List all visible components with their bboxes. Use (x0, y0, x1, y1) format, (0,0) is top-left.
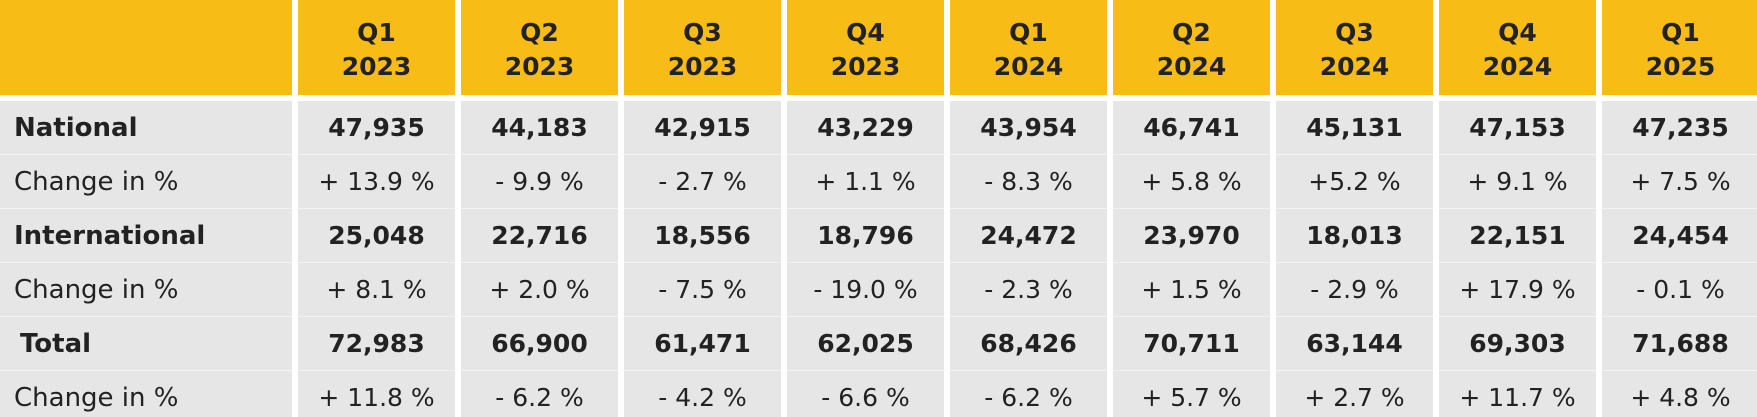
row-label: National (0, 101, 292, 155)
table-cell: + 13.9 % (298, 155, 455, 209)
table-cell: 45,131 (1276, 101, 1433, 155)
table-cell: 69,303 (1439, 317, 1596, 371)
table-cell: 23,970 (1113, 209, 1270, 263)
row-label: International (0, 209, 292, 263)
column-header: Q1 2024 (950, 0, 1107, 101)
table-cell: + 7.5 % (1602, 155, 1757, 209)
column-header: Q3 2024 (1276, 0, 1433, 101)
column-header: Q4 2024 (1439, 0, 1596, 101)
row-label: Change in % (0, 371, 292, 417)
table-row-international-change: Change in % + 8.1 % + 2.0 % - 7.5 % - 19… (0, 263, 1757, 317)
table-cell: + 17.9 % (1439, 263, 1596, 317)
column-header: Q2 2024 (1113, 0, 1270, 101)
table-cell: 18,796 (787, 209, 944, 263)
table-cell: + 5.8 % (1113, 155, 1270, 209)
table-cell: + 11.8 % (298, 371, 455, 417)
column-header-year: 2023 (504, 51, 575, 81)
column-header-quarter: Q4 (1498, 17, 1537, 47)
table-cell: + 2.7 % (1276, 371, 1433, 417)
table-cell: 42,915 (624, 101, 781, 155)
table-cell: - 2.7 % (624, 155, 781, 209)
column-header-quarter: Q2 (1172, 17, 1211, 47)
column-header-quarter: Q4 (846, 17, 885, 47)
table-header-corner (0, 0, 292, 101)
table-cell: 22,151 (1439, 209, 1596, 263)
column-header: Q4 2023 (787, 0, 944, 101)
table-cell: - 19.0 % (787, 263, 944, 317)
table-cell: 61,471 (624, 317, 781, 371)
column-header-year: 2023 (667, 51, 738, 81)
table-cell: + 5.7 % (1113, 371, 1270, 417)
table-cell: 25,048 (298, 209, 455, 263)
table-cell: 62,025 (787, 317, 944, 371)
column-header: Q1 2025 (1602, 0, 1757, 101)
row-label: Total (0, 317, 292, 371)
column-header-quarter: Q2 (520, 17, 559, 47)
column-header-year: 2024 (1156, 51, 1227, 81)
table-cell: 43,229 (787, 101, 944, 155)
table-row-national-change: Change in % + 13.9 % - 9.9 % - 2.7 % + 1… (0, 155, 1757, 209)
table-cell: + 9.1 % (1439, 155, 1596, 209)
table-cell: + 4.8 % (1602, 371, 1757, 417)
table-cell: +5.2 % (1276, 155, 1433, 209)
table-row-total-change: Change in % + 11.8 % - 6.2 % - 4.2 % - 6… (0, 371, 1757, 417)
table-cell: 24,454 (1602, 209, 1757, 263)
column-header-quarter: Q1 (1009, 17, 1048, 47)
table-cell: - 6.2 % (461, 371, 618, 417)
column-header-year: 2024 (993, 51, 1064, 81)
table-cell: - 0.1 % (1602, 263, 1757, 317)
column-header-quarter: Q1 (1661, 17, 1700, 47)
table-cell: - 9.9 % (461, 155, 618, 209)
table-cell: 18,013 (1276, 209, 1433, 263)
table-cell: 22,716 (461, 209, 618, 263)
table-cell: 24,472 (950, 209, 1107, 263)
table-cell: 47,235 (1602, 101, 1757, 155)
table-cell: 44,183 (461, 101, 618, 155)
table-header-row: Q1 2023 Q2 2023 Q3 2023 Q4 2023 Q1 2024 Q2 202… (0, 0, 1757, 101)
table-row-total: Total 72,983 66,900 61,471 62,025 68,426… (0, 317, 1757, 371)
column-header-year: 2024 (1319, 51, 1390, 81)
table-cell: 46,741 (1113, 101, 1270, 155)
column-header: Q2 2023 (461, 0, 618, 101)
table-cell: + 8.1 % (298, 263, 455, 317)
column-header-quarter: Q3 (683, 17, 722, 47)
table-cell: 47,153 (1439, 101, 1596, 155)
row-label: Change in % (0, 155, 292, 209)
table-cell: - 6.2 % (950, 371, 1107, 417)
column-header-year: 2023 (341, 51, 412, 81)
table-cell: - 2.9 % (1276, 263, 1433, 317)
table-cell: - 2.3 % (950, 263, 1107, 317)
table-row-international: International 25,048 22,716 18,556 18,79… (0, 209, 1757, 263)
column-header-year: 2025 (1645, 51, 1716, 81)
table-cell: 70,711 (1113, 317, 1270, 371)
table-cell: 43,954 (950, 101, 1107, 155)
table-cell: 47,935 (298, 101, 455, 155)
column-header-quarter: Q1 (357, 17, 396, 47)
table-cell: 72,983 (298, 317, 455, 371)
table-cell: 18,556 (624, 209, 781, 263)
column-header-year: 2024 (1482, 51, 1553, 81)
table-cell: + 1.5 % (1113, 263, 1270, 317)
table-cell: 71,688 (1602, 317, 1757, 371)
table-cell: - 6.6 % (787, 371, 944, 417)
column-header: Q1 2023 (298, 0, 455, 101)
row-label: Change in % (0, 263, 292, 317)
table-row-national: National 47,935 44,183 42,915 43,229 43,… (0, 101, 1757, 155)
column-header-year: 2023 (830, 51, 901, 81)
column-header-quarter: Q3 (1335, 17, 1374, 47)
table-cell: 68,426 (950, 317, 1107, 371)
table-cell: - 8.3 % (950, 155, 1107, 209)
table-cell: + 2.0 % (461, 263, 618, 317)
column-header: Q3 2023 (624, 0, 781, 101)
table-cell: - 7.5 % (624, 263, 781, 317)
table-cell: 66,900 (461, 317, 618, 371)
table-cell: 63,144 (1276, 317, 1433, 371)
table-cell: - 4.2 % (624, 371, 781, 417)
table-cell: + 11.7 % (1439, 371, 1596, 417)
table-cell: + 1.1 % (787, 155, 944, 209)
